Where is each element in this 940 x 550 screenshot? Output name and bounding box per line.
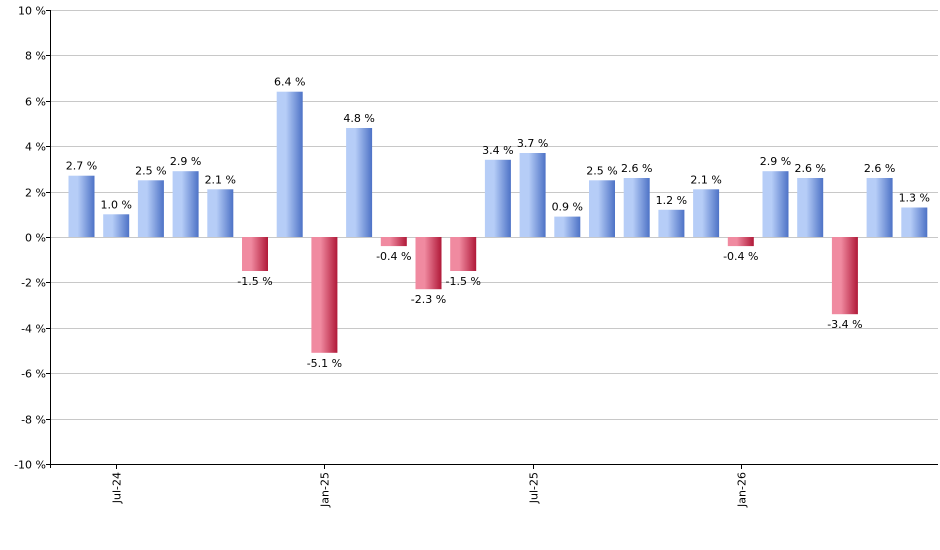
x-tick-label: Jan-25 xyxy=(319,472,332,508)
bar xyxy=(693,189,720,237)
bar-value-label: 2.6 % xyxy=(794,162,825,175)
bar-value-label: 2.6 % xyxy=(621,162,652,175)
bar-value-label: 2.1 % xyxy=(205,173,236,186)
bar xyxy=(380,237,407,247)
bar xyxy=(311,237,338,353)
x-tick-label: Jul-25 xyxy=(528,472,541,504)
bar xyxy=(762,171,789,237)
y-tick-label: 6 % xyxy=(25,96,46,109)
bar-value-label: 2.1 % xyxy=(690,173,721,186)
bar-value-label: 4.8 % xyxy=(343,112,374,125)
y-axis: 10 % 8 % 6 % 4 % 2 % 0 % -2 % -4 % -6 % -8 % -10 % xyxy=(14,5,51,472)
x-tick-label: Jul-24 xyxy=(111,472,124,504)
bar-value-label: 6.4 % xyxy=(274,76,305,89)
y-tick-label: -10 % xyxy=(14,459,46,472)
bar xyxy=(415,237,442,290)
y-tick-label: 2 % xyxy=(25,187,46,200)
bar xyxy=(346,128,373,237)
bar-value-label: -0.4 % xyxy=(376,250,411,263)
y-tick-label: -6 % xyxy=(21,368,46,381)
bar-value-labels: 2.7 % 1.0 % 2.5 % 2.9 % 2.1 % -1.5 % 6.4 % -5.1… xyxy=(66,76,930,370)
bar-value-label: -1.5 % xyxy=(445,275,480,288)
bar xyxy=(450,237,477,271)
x-tick-label: Jan-26 xyxy=(736,472,749,508)
y-tick-label: -4 % xyxy=(21,323,46,336)
bar xyxy=(68,175,95,237)
bar xyxy=(207,189,234,237)
bar-value-label: 3.7 % xyxy=(517,137,548,150)
y-tick-label: 8 % xyxy=(25,50,46,63)
bar-value-label: 2.9 % xyxy=(170,155,201,168)
y-tick-label: 0 % xyxy=(25,232,46,245)
bar xyxy=(276,91,303,237)
bar-value-label: -0.4 % xyxy=(723,250,758,263)
bar-value-label: 2.5 % xyxy=(135,164,166,177)
bar xyxy=(589,180,615,238)
gridlines xyxy=(50,10,938,465)
bar xyxy=(623,178,650,237)
bar-value-label: 2.9 % xyxy=(760,155,791,168)
bar-value-label: 1.0 % xyxy=(100,198,131,211)
bar xyxy=(519,153,546,237)
bar-value-label: 1.2 % xyxy=(656,194,687,207)
bar xyxy=(866,178,893,237)
bar xyxy=(172,171,199,237)
bar xyxy=(901,207,928,237)
bar-value-label: -1.5 % xyxy=(237,275,272,288)
bar xyxy=(103,214,130,237)
bar-value-label: 2.6 % xyxy=(864,162,895,175)
bar-value-label: 2.7 % xyxy=(66,160,97,173)
y-tick-label: -2 % xyxy=(21,277,46,290)
bar xyxy=(554,216,581,237)
y-tick-label: -8 % xyxy=(21,414,46,427)
y-tick-label: 10 % xyxy=(18,5,46,18)
bar-value-label: 0.9 % xyxy=(552,201,583,214)
bar xyxy=(831,237,858,315)
bar-value-label: 2.5 % xyxy=(586,164,617,177)
bar-value-label: -3.4 % xyxy=(827,318,862,331)
bar xyxy=(484,159,511,237)
bar xyxy=(137,180,164,238)
bar xyxy=(242,237,268,271)
bar-value-label: -2.3 % xyxy=(411,293,446,306)
bars xyxy=(68,91,928,353)
bar xyxy=(797,178,824,237)
bar xyxy=(727,237,754,247)
bar-value-label: 3.4 % xyxy=(482,144,513,157)
bar-value-label: 1.3 % xyxy=(899,192,930,205)
x-axis: Jul-24 Jan-25 Jul-25 Jan-26 xyxy=(50,464,938,508)
bar xyxy=(658,209,685,237)
bar-value-label: -5.1 % xyxy=(307,357,342,370)
y-tick-label: 4 % xyxy=(25,141,46,154)
